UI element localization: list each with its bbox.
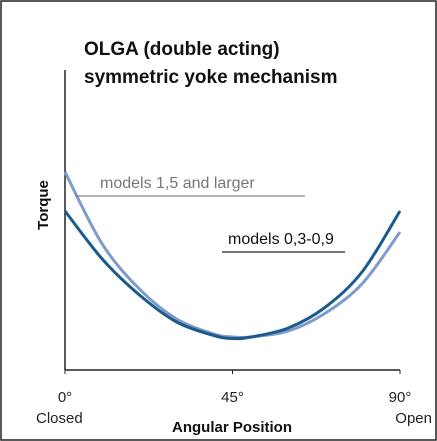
x-tick-label: 45° <box>221 389 244 406</box>
x-tick-label: 0° <box>58 389 72 406</box>
x-end-label: Open <box>395 410 432 427</box>
series-label: models 0,3-0,9 <box>228 231 334 248</box>
x-axis-title: Angular Position <box>172 419 292 436</box>
y-axis-title: Torque <box>35 180 52 230</box>
line <box>63 210 402 341</box>
chart-title: OLGA (double acting) <box>84 39 280 60</box>
x-tick-label: 90° <box>389 389 412 406</box>
chart-title: symmetric yoke mechanism <box>84 67 337 88</box>
x-end-label: Closed <box>36 410 83 427</box>
series-label: models 1,5 and larger <box>100 175 255 192</box>
